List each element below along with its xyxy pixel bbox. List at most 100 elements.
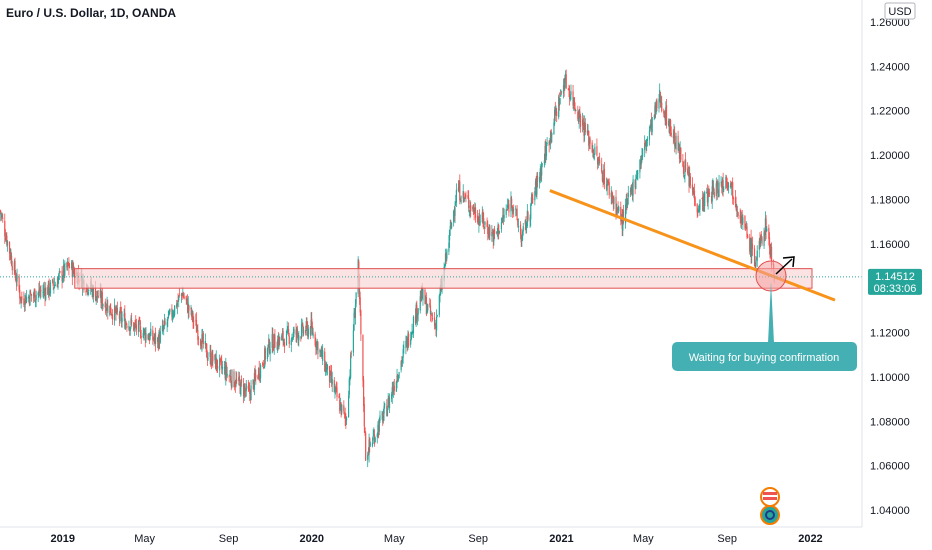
candle-body bbox=[345, 420, 347, 422]
candle-body bbox=[99, 290, 101, 297]
candle-body bbox=[109, 305, 111, 315]
candle-body bbox=[319, 349, 321, 353]
candle-body bbox=[725, 177, 727, 189]
candle-body bbox=[6, 235, 8, 246]
candle-body bbox=[359, 297, 361, 313]
candle-body bbox=[745, 226, 747, 228]
candle-body bbox=[522, 226, 524, 232]
candle-body bbox=[124, 321, 127, 329]
candle-body bbox=[345, 417, 348, 421]
candle-body bbox=[631, 183, 633, 197]
candle-body bbox=[699, 199, 701, 210]
candle-body bbox=[634, 180, 636, 188]
candle-body bbox=[144, 330, 146, 331]
time-tick-label: May bbox=[633, 533, 654, 545]
candle-body bbox=[669, 120, 672, 132]
candle-body bbox=[367, 454, 369, 456]
candle-body bbox=[683, 175, 685, 177]
candle-body bbox=[315, 341, 318, 350]
candle-body bbox=[333, 380, 335, 393]
candle-body bbox=[182, 293, 185, 298]
candle-body bbox=[572, 91, 574, 106]
candle-body bbox=[645, 141, 647, 147]
candle-body bbox=[364, 427, 366, 433]
candle-body bbox=[764, 231, 766, 234]
candle-body bbox=[106, 303, 108, 310]
candle-body bbox=[512, 209, 514, 212]
candle-body bbox=[107, 305, 109, 313]
candle-body bbox=[760, 236, 762, 244]
candle-body bbox=[573, 97, 576, 106]
candle-body bbox=[329, 370, 331, 383]
candle-body bbox=[627, 198, 629, 206]
callout-pointer bbox=[768, 282, 774, 343]
candle-body bbox=[740, 217, 742, 224]
candle-body bbox=[159, 333, 161, 344]
candle-body bbox=[282, 331, 284, 342]
candle-body bbox=[602, 180, 604, 183]
candle-body bbox=[617, 207, 619, 211]
candle-body bbox=[34, 299, 37, 303]
candle-body bbox=[453, 212, 455, 214]
candle-body bbox=[582, 118, 584, 127]
candle-body bbox=[310, 319, 312, 335]
candle-body bbox=[311, 318, 313, 327]
candle-body bbox=[488, 226, 490, 237]
candle-body bbox=[516, 208, 518, 220]
candle-body bbox=[328, 366, 331, 382]
candle-body bbox=[219, 358, 221, 360]
candle-body bbox=[335, 387, 337, 389]
candle-body bbox=[505, 209, 507, 215]
candle-body bbox=[94, 286, 97, 301]
candle-body bbox=[119, 309, 121, 322]
candle-body bbox=[221, 361, 223, 369]
candle-body bbox=[225, 364, 228, 375]
candle-body bbox=[698, 209, 700, 211]
candle-body bbox=[463, 198, 466, 199]
candle-body bbox=[611, 191, 613, 199]
candle-body bbox=[531, 195, 533, 199]
candle-body bbox=[454, 207, 456, 216]
candle-body bbox=[19, 290, 21, 299]
candle-body bbox=[706, 191, 708, 194]
candle-body bbox=[272, 334, 274, 351]
candle-body bbox=[378, 418, 380, 432]
candle-body bbox=[670, 132, 672, 136]
candle-body bbox=[539, 168, 541, 179]
candle-body bbox=[186, 298, 188, 300]
candle-body bbox=[487, 227, 489, 234]
candle-body bbox=[67, 262, 69, 265]
candle-body bbox=[468, 197, 470, 209]
candle-body bbox=[47, 281, 50, 295]
candle-body bbox=[526, 224, 528, 228]
candle-body bbox=[23, 306, 26, 308]
candle-body bbox=[139, 322, 141, 326]
candle-body bbox=[744, 215, 746, 229]
candle-body bbox=[734, 197, 737, 204]
candle-body bbox=[281, 333, 284, 335]
candle-body bbox=[20, 297, 22, 301]
candle-body bbox=[167, 316, 169, 321]
candle-body bbox=[731, 182, 733, 184]
candle-body bbox=[231, 369, 233, 388]
candle-body bbox=[13, 262, 15, 271]
candle-body bbox=[205, 343, 207, 346]
candle-body bbox=[331, 378, 333, 385]
candle-body bbox=[535, 178, 537, 194]
candle-body bbox=[720, 182, 722, 184]
candle-body bbox=[200, 346, 202, 349]
candle-body bbox=[243, 387, 245, 399]
candle-body bbox=[601, 171, 603, 181]
candle-body bbox=[254, 372, 256, 378]
candle-body bbox=[393, 387, 395, 393]
candle-body bbox=[500, 222, 503, 230]
candle-body bbox=[16, 274, 18, 282]
candle-body bbox=[204, 340, 206, 345]
candle-body bbox=[349, 375, 351, 381]
time-tick-label: 2020 bbox=[300, 533, 324, 545]
candle-body bbox=[420, 286, 423, 300]
candle-body bbox=[92, 288, 94, 298]
candle-body bbox=[424, 289, 426, 305]
candle-body bbox=[220, 357, 222, 361]
